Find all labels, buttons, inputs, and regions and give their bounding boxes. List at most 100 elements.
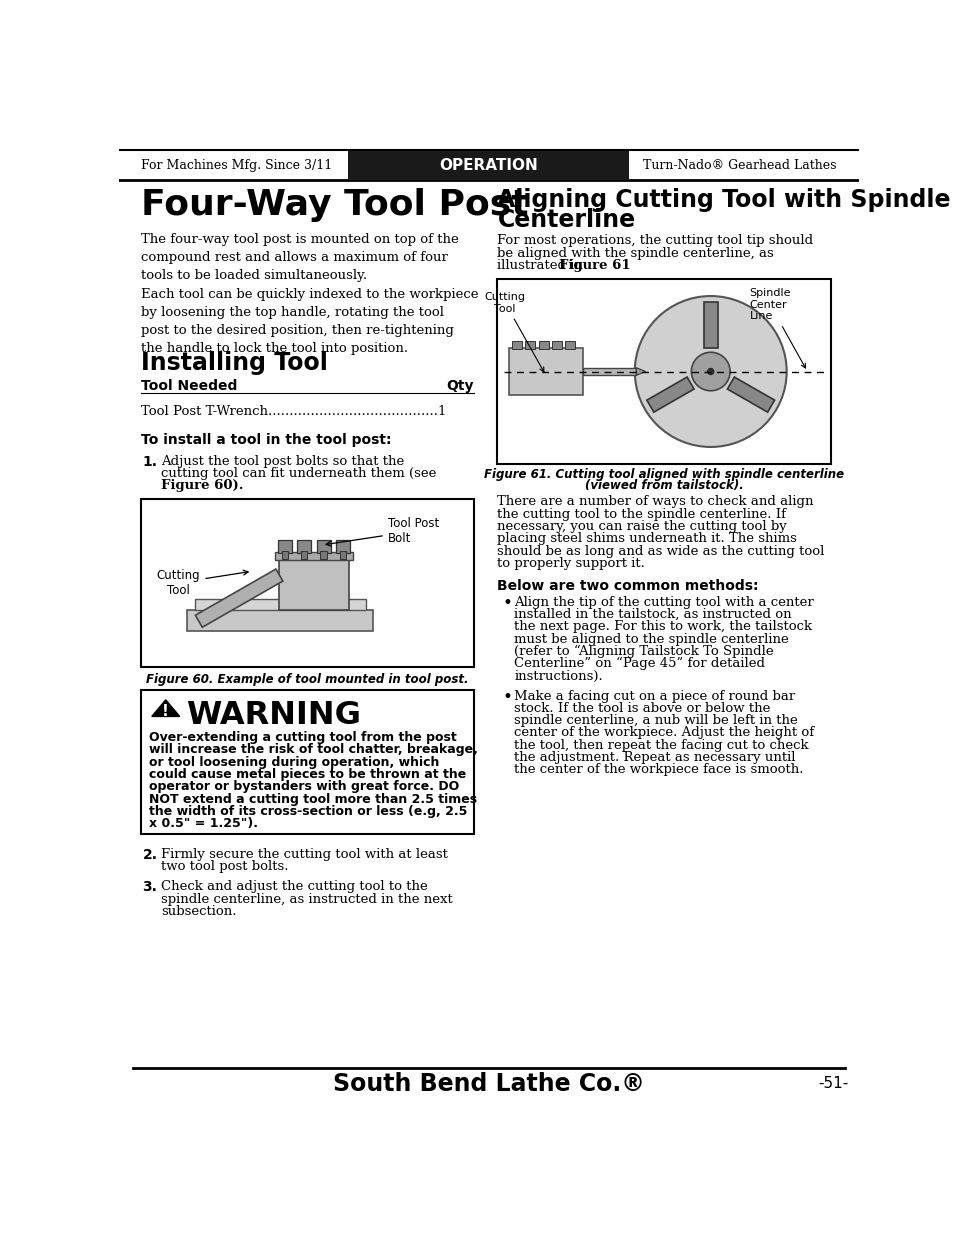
Text: South Bend Lathe Co.®: South Bend Lathe Co.® xyxy=(333,1072,644,1095)
Text: There are a number of ways to check and align: There are a number of ways to check and … xyxy=(497,495,813,509)
Text: Turn-Nado® Gearhead Lathes: Turn-Nado® Gearhead Lathes xyxy=(642,158,836,172)
Text: placing steel shims underneath it. The shims: placing steel shims underneath it. The s… xyxy=(497,532,797,546)
Text: the next page. For this to work, the tailstock: the next page. For this to work, the tai… xyxy=(514,620,812,634)
Bar xyxy=(512,341,521,350)
Text: spindle centerline, a nub will be left in the: spindle centerline, a nub will be left i… xyxy=(514,714,798,727)
Polygon shape xyxy=(152,700,179,716)
Text: to properly support it.: to properly support it. xyxy=(497,557,644,571)
Bar xyxy=(582,368,636,375)
Text: Tool Post
Bolt: Tool Post Bolt xyxy=(326,517,438,546)
Bar xyxy=(348,151,629,179)
Bar xyxy=(195,599,365,610)
Text: (refer to “Aligning Tailstock To Spindle: (refer to “Aligning Tailstock To Spindle xyxy=(514,645,773,658)
Polygon shape xyxy=(636,368,645,375)
Text: Installing Tool: Installing Tool xyxy=(141,352,328,375)
Bar xyxy=(279,557,349,610)
Polygon shape xyxy=(195,569,282,627)
Text: x 0.5" = 1.25").: x 0.5" = 1.25"). xyxy=(149,818,257,830)
Text: 3.: 3. xyxy=(142,881,157,894)
Text: Figure 61: Figure 61 xyxy=(558,259,631,272)
Text: could cause metal pieces to be thrown at the: could cause metal pieces to be thrown at… xyxy=(149,768,465,781)
Text: 2.: 2. xyxy=(142,848,157,862)
Text: For most operations, the cutting tool tip should: For most operations, the cutting tool ti… xyxy=(497,235,813,247)
Bar xyxy=(141,499,474,667)
Text: .: . xyxy=(613,259,618,272)
Text: Spindle
Center
Line: Spindle Center Line xyxy=(749,288,804,368)
Text: the center of the workpiece face is smooth.: the center of the workpiece face is smoo… xyxy=(514,763,803,777)
Polygon shape xyxy=(646,377,694,412)
Bar xyxy=(297,541,311,553)
Text: should be as long and as wide as the cutting tool: should be as long and as wide as the cut… xyxy=(497,545,824,558)
Bar xyxy=(275,552,353,559)
Text: the width of its cross-section or less (e.g, 2.5: the width of its cross-section or less (… xyxy=(149,805,467,818)
Polygon shape xyxy=(726,377,774,412)
Text: WARNING: WARNING xyxy=(186,700,360,731)
Text: NOT extend a cutting tool more than 2.5 times: NOT extend a cutting tool more than 2.5 … xyxy=(149,793,476,805)
Text: OPERATION: OPERATION xyxy=(438,158,537,173)
Text: Tool Needed: Tool Needed xyxy=(141,379,237,393)
Text: the tool, then repeat the facing cut to check: the tool, then repeat the facing cut to … xyxy=(514,739,808,752)
Text: Four-Way Tool Post: Four-Way Tool Post xyxy=(141,188,528,222)
Bar xyxy=(335,541,350,553)
Polygon shape xyxy=(703,303,717,348)
Text: or tool loosening during operation, which: or tool loosening during operation, whic… xyxy=(149,756,438,768)
Text: Align the tip of the cutting tool with a center: Align the tip of the cutting tool with a… xyxy=(514,595,814,609)
Bar xyxy=(564,341,575,350)
Bar xyxy=(551,341,561,350)
Circle shape xyxy=(691,352,729,390)
Text: To install a tool in the tool post:: To install a tool in the tool post: xyxy=(141,433,391,447)
Text: Centerline” on “Page 45” for detailed: Centerline” on “Page 45” for detailed xyxy=(514,657,764,671)
Bar xyxy=(301,551,307,559)
Circle shape xyxy=(634,296,786,447)
Text: •: • xyxy=(501,594,512,613)
Text: •: • xyxy=(501,688,512,706)
Text: stock. If the tool is above or below the: stock. If the tool is above or below the xyxy=(514,701,770,715)
Text: spindle centerline, as instructed in the next: spindle centerline, as instructed in the… xyxy=(161,893,453,905)
Text: 1.: 1. xyxy=(142,454,157,468)
Text: the adjustment. Repeat as necessary until: the adjustment. Repeat as necessary unti… xyxy=(514,751,795,764)
Text: two tool post bolts.: two tool post bolts. xyxy=(161,861,289,873)
Bar xyxy=(509,347,582,395)
Text: illustrated in: illustrated in xyxy=(497,259,587,272)
Text: Cutting
Tool: Cutting Tool xyxy=(156,569,248,597)
Text: Each tool can be quickly indexed to the workpiece
by loosening the top handle, r: Each tool can be quickly indexed to the … xyxy=(141,288,478,356)
Text: (viewed from tailstock).: (viewed from tailstock). xyxy=(584,478,742,492)
Bar xyxy=(525,341,535,350)
Text: Figure 60).: Figure 60). xyxy=(161,479,243,493)
Text: Cutting
Tool: Cutting Tool xyxy=(484,293,543,372)
Text: For Machines Mfg. Since 3/11: For Machines Mfg. Since 3/11 xyxy=(141,158,332,172)
Bar xyxy=(141,689,474,835)
Bar xyxy=(187,610,373,631)
Bar xyxy=(339,551,346,559)
Text: Make a facing cut on a piece of round bar: Make a facing cut on a piece of round ba… xyxy=(514,689,795,703)
Text: Aligning Cutting Tool with Spindle: Aligning Cutting Tool with Spindle xyxy=(497,188,950,212)
Text: installed in the tailstock, as instructed on: installed in the tailstock, as instructe… xyxy=(514,608,791,621)
Text: The four-way tool post is mounted on top of the
compound rest and allows a maxim: The four-way tool post is mounted on top… xyxy=(141,233,458,282)
Text: will increase the risk of tool chatter, breakage,: will increase the risk of tool chatter, … xyxy=(149,743,477,756)
Circle shape xyxy=(707,368,713,374)
Bar xyxy=(497,279,830,464)
Text: subsection.: subsection. xyxy=(161,905,236,918)
Text: the cutting tool to the spindle centerline. If: the cutting tool to the spindle centerli… xyxy=(497,508,785,521)
Text: instructions).: instructions). xyxy=(514,669,602,683)
Text: Figure 60. Example of tool mounted in tool post.: Figure 60. Example of tool mounted in to… xyxy=(146,673,468,685)
Text: Centerline: Centerline xyxy=(497,209,635,232)
Text: center of the workpiece. Adjust the height of: center of the workpiece. Adjust the heig… xyxy=(514,726,814,740)
Bar xyxy=(316,541,330,553)
Text: -51-: -51- xyxy=(818,1076,848,1092)
Text: Over-extending a cutting tool from the post: Over-extending a cutting tool from the p… xyxy=(149,731,456,745)
Text: necessary, you can raise the cutting tool by: necessary, you can raise the cutting too… xyxy=(497,520,786,534)
Bar xyxy=(320,551,326,559)
Text: operator or bystanders with great force. DO: operator or bystanders with great force.… xyxy=(149,781,458,793)
Text: !: ! xyxy=(162,704,169,719)
Text: cutting tool can fit underneath them (see: cutting tool can fit underneath them (se… xyxy=(161,467,436,480)
Bar xyxy=(277,541,292,553)
Text: be aligned with the spindle centerline, as: be aligned with the spindle centerline, … xyxy=(497,247,774,259)
Text: Qty: Qty xyxy=(446,379,474,393)
Text: Firmly secure the cutting tool with at least: Firmly secure the cutting tool with at l… xyxy=(161,848,448,861)
Bar xyxy=(281,551,288,559)
Bar xyxy=(537,341,548,350)
Text: Figure 61. Cutting tool aligned with spindle centerline: Figure 61. Cutting tool aligned with spi… xyxy=(483,468,843,480)
Text: Check and adjust the cutting tool to the: Check and adjust the cutting tool to the xyxy=(161,881,427,893)
Text: Adjust the tool post bolts so that the: Adjust the tool post bolts so that the xyxy=(161,454,404,468)
